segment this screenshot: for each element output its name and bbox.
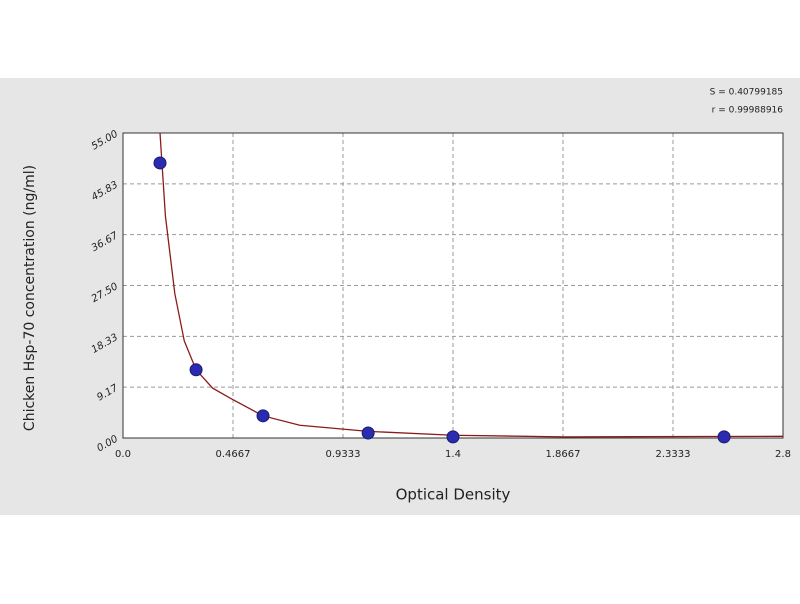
data-point (717, 430, 731, 444)
y-axis-label: Chicken Hsp-70 concentration (ng/ml) (22, 165, 38, 431)
data-point (256, 409, 270, 423)
x-tick-label: 0.9333 (325, 449, 360, 460)
x-tick-label: 1.8667 (546, 449, 581, 460)
x-tick-label: 2.3333 (655, 449, 690, 460)
x-tick-label: 2.8 (775, 449, 791, 460)
data-point (361, 426, 375, 440)
x-tick-label: 1.4 (445, 449, 461, 460)
x-axis-label: Optical Density (396, 486, 511, 504)
data-point (446, 430, 460, 444)
data-point (189, 363, 203, 377)
data-point (153, 156, 167, 170)
fit-curve (159, 133, 783, 438)
x-tick-label: 0.0 (115, 449, 131, 460)
x-tick-label: 0.4667 (216, 449, 251, 460)
annotation: S = 0.40799185 (710, 88, 783, 98)
annotation: r = 0.99988916 (712, 106, 784, 116)
